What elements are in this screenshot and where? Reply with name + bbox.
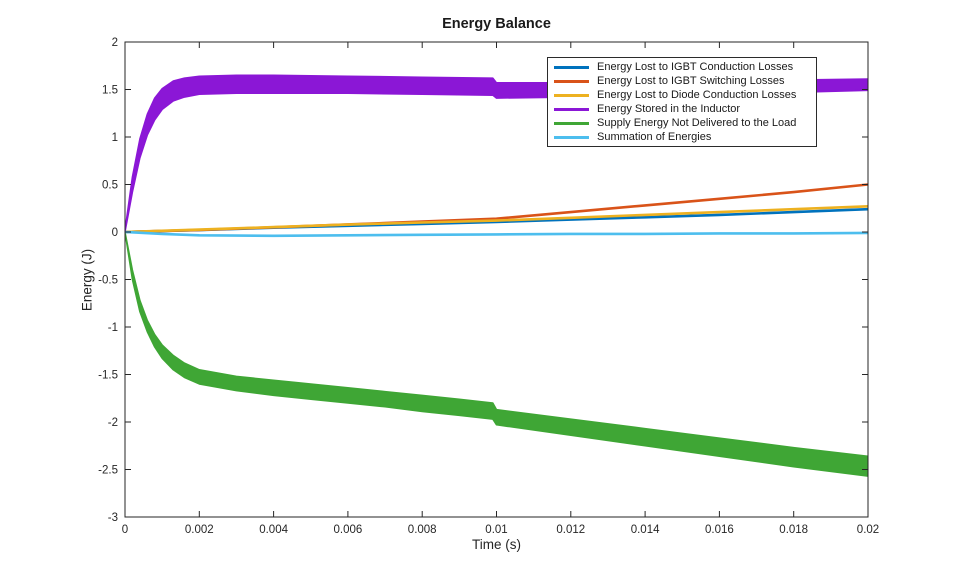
legend-line-swatch [554, 65, 589, 69]
series-summation-of-energies [125, 230, 868, 238]
legend-line-swatch [554, 107, 589, 111]
y-tick-label: 0 [112, 227, 118, 239]
legend-line-swatch [554, 93, 589, 97]
legend-item-energy-stored-in-the-inductor: Energy Stored in the Inductor [554, 102, 812, 116]
x-tick-label: 0.016 [705, 524, 734, 536]
y-tick-label: -2.5 [98, 465, 118, 477]
x-tick-label: 0.008 [408, 524, 437, 536]
legend-label: Energy Lost to IGBT Switching Losses [597, 75, 785, 87]
legend-label: Energy Stored in the Inductor [597, 103, 741, 115]
series-supply-energy-not-delivered-to-the-load [125, 231, 868, 477]
y-tick-label: -1 [108, 322, 118, 334]
y-tick-label: -0.5 [98, 275, 118, 287]
y-tick-label: 1.5 [102, 85, 118, 97]
x-tick-label: 0.02 [857, 524, 879, 536]
legend-label: Energy Lost to IGBT Conduction Losses [597, 61, 794, 73]
x-tick-label: 0.018 [779, 524, 808, 536]
x-axis-label: Time (s) [472, 537, 521, 552]
y-tick-label: 1 [112, 132, 118, 144]
legend-item-summation-of-energies: Summation of Energies [554, 130, 812, 144]
legend-item-supply-energy-not-delivered-to-the-load: Supply Energy Not Delivered to the Load [554, 116, 812, 130]
legend-item-energy-lost-to-igbt-switching-losses: Energy Lost to IGBT Switching Losses [554, 74, 812, 88]
y-tick-label: -2 [108, 417, 118, 429]
x-tick-label: 0.014 [631, 524, 660, 536]
legend[interactable]: Energy Lost to IGBT Conduction Losses Ene… [547, 57, 817, 147]
series-energy-lost-to-diode-conduction-losses [125, 205, 868, 234]
x-tick-label: 0.012 [556, 524, 585, 536]
legend-line-swatch [554, 79, 589, 83]
y-tick-label: 2 [112, 37, 118, 49]
y-tick-label: 0.5 [102, 180, 118, 192]
legend-label: Supply Energy Not Delivered to the Load [597, 117, 797, 129]
x-tick-label: 0.01 [485, 524, 507, 536]
x-tick-label: 0 [122, 524, 128, 536]
legend-line-swatch [554, 121, 589, 125]
legend-line-swatch [554, 135, 589, 139]
x-tick-label: 0.006 [334, 524, 363, 536]
y-tick-label: -1.5 [98, 370, 118, 382]
x-tick-label: 0.004 [259, 524, 288, 536]
legend-item-energy-lost-to-igbt-conduction-losses: Energy Lost to IGBT Conduction Losses [554, 60, 812, 74]
legend-item-energy-lost-to-diode-conduction-losses: Energy Lost to Diode Conduction Losses [554, 88, 812, 102]
legend-label: Summation of Energies [597, 131, 712, 143]
chart-title: Energy Balance [442, 16, 551, 32]
series-energy-lost-to-igbt-switching-losses [125, 183, 868, 234]
legend-label: Energy Lost to Diode Conduction Losses [597, 89, 797, 101]
y-tick-label: -3 [108, 512, 118, 524]
x-tick-label: 0.002 [185, 524, 214, 536]
